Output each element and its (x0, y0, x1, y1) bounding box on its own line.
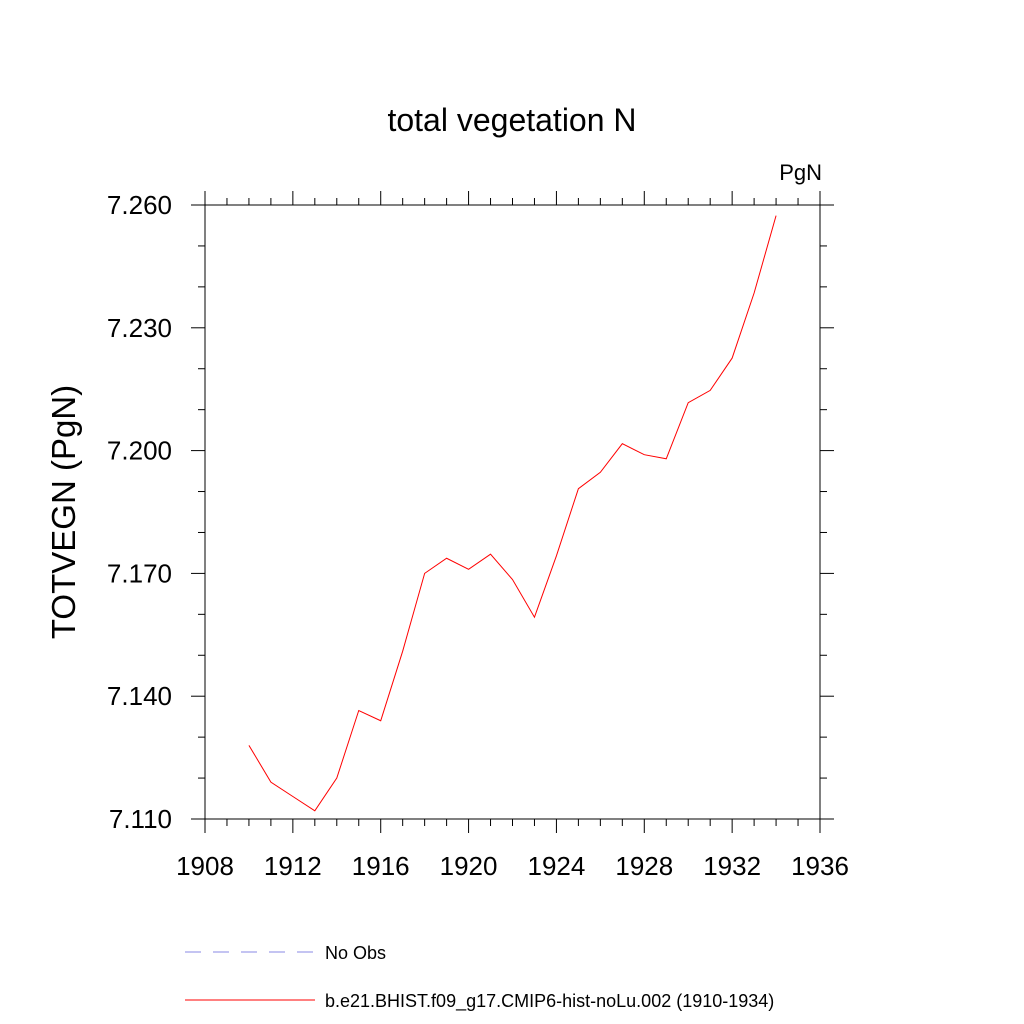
x-axis: 1908 1912 1916 1920 1924 1928 1932 1936 (176, 191, 849, 881)
x-tick-label: 1920 (440, 851, 498, 881)
legend-label-no-obs: No Obs (325, 943, 386, 963)
plot-frame (204, 204, 821, 820)
legend-label-model-run: b.e21.BHIST.f09_g17.CMIP6-hist-noLu.002 … (325, 991, 774, 1012)
x-tick-label: 1908 (176, 851, 234, 881)
x-tick-label: 1924 (528, 851, 586, 881)
x-tick-label: 1912 (264, 851, 322, 881)
units-label: PgN (779, 160, 822, 185)
y-tick-label: 7.230 (107, 313, 172, 343)
chart-title: total vegetation N (387, 102, 636, 138)
legend: No Obs b.e21.BHIST.f09_g17.CMIP6-hist-no… (185, 943, 774, 1012)
y-tick-label: 7.110 (109, 804, 172, 834)
x-tick-label: 1936 (791, 851, 849, 881)
y-tick-label: 7.200 (107, 436, 172, 466)
series-line (248, 215, 777, 812)
x-tick-label: 1932 (703, 851, 761, 881)
x-tick-label: 1928 (615, 851, 673, 881)
y-tick-label: 7.260 (107, 190, 172, 220)
y-axis: 7.110 7.140 7.170 7.200 7.230 7.260 (107, 190, 834, 834)
series-layer (248, 215, 777, 812)
y-tick-label: 7.140 (107, 681, 172, 711)
y-tick-label: 7.170 (107, 558, 172, 588)
y-axis-label: TOTVEGN (PgN) (45, 385, 82, 639)
x-tick-label: 1916 (352, 851, 410, 881)
